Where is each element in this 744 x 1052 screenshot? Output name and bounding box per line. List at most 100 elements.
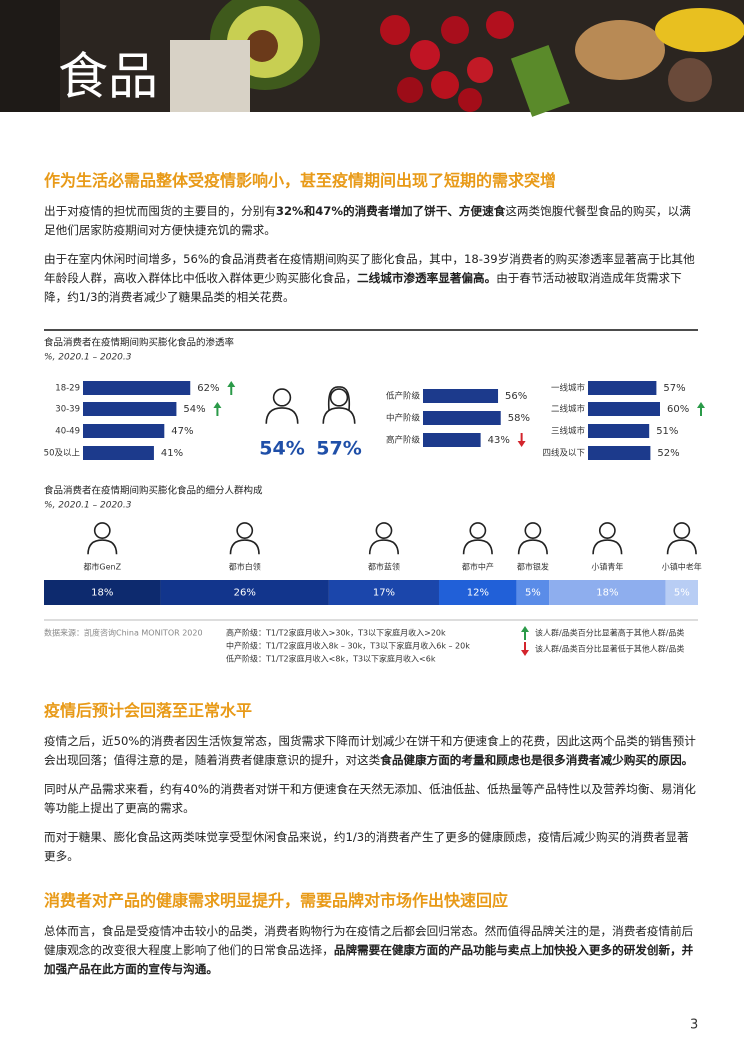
paragraph: 同时从产品需求来看，约有40%的消费者对饼干和方便速食在天然无添加、低油低盐、低… [44,780,700,818]
person-icon [87,522,118,555]
bar [423,389,499,403]
icon-head [272,388,292,407]
header-food-decoration [0,0,744,117]
bar [588,446,651,460]
bar-segment [44,580,161,605]
legend-label: 该人群/品类百分比显著低于其他人群/品类 [535,644,684,654]
category-label: 二线城市 [551,404,586,415]
icon-body [666,539,697,555]
text-run: 由于春节活动被取消造成年货需求下降，约1/3的消费者减少了糖果品类的相关花费。 [44,271,682,304]
legend-label: 该人群/品类百分比显著高于其他人群/品类 [535,628,684,638]
chart-subtitle: %, 2020.1 – 2020.3 [44,353,132,363]
bold-text: 食品健康方面的考量和顾虑也是很多消费者减少购买的原因。 [380,753,694,767]
bar [83,424,165,438]
person-icon [592,522,623,555]
trend-arrow [227,381,236,395]
income-definition: 中产阶级：T1/T2家庭月收入8k – 30k，T3以下家庭月收入6k – 20… [226,641,470,651]
bar [588,402,660,416]
paragraph: 而对于糖果、膨化食品这两类味觉享受型休闲食品来说，约1/3的消费者产生了更多的健… [44,828,700,866]
arrow-head [213,402,222,408]
paragraph: 疫情之后，近50%的消费者因生活恢复常态，囤货需求下降而计划减少在饼干和方便速食… [44,732,700,770]
text-run: 这两类饱腹代餐型食品的购买，以满足他们居家防疫期间对方便快捷充饥的需求。 [44,204,691,237]
icon-head [93,522,111,539]
section: 消费者对产品的健康需求明显提升，需要品牌对市场作出快速回应总体而言，食品是受疫情… [44,890,700,989]
value-label: 52% [657,448,679,459]
segment-label: 17% [373,588,395,599]
segment-label: 18% [91,588,113,599]
page-number: 3 [690,1018,698,1033]
trend-arrow [517,433,526,447]
value-label: 41% [161,448,183,459]
bold-text: 二线城市渗透率显著偏高。 [357,271,497,285]
bar-segment [549,580,666,605]
trend-arrow [213,402,222,416]
category-label: 都市蓝领 [368,562,400,572]
bar [588,424,650,438]
section-heading: 作为生活必需品整体受疫情影响小，甚至疫情期间出现了短期的需求突增 [44,171,557,190]
icon-head [329,388,349,407]
category-label: 小镇中老年 [662,562,702,572]
person-icon [666,522,697,555]
category-label: 四线及以下 [542,448,585,459]
icon-body [462,539,493,555]
chart-title: 食品消费者在疫情期间购买膨化食品的细分人群构成 [44,485,263,497]
bar-segment [516,580,550,605]
category-label: 30-39 [55,405,80,415]
text-run: 而对于糖果、膨化食品这两类味觉享受型休闲食品来说，约1/3的消费者产生了更多的健… [44,830,689,863]
category-label: 都市银发 [517,562,549,572]
segment-label: 5% [674,588,690,599]
category-label: 50及以上 [44,449,81,459]
income-definition: 高产阶级：T1/T2家庭月收入>30k，T3以下家庭月收入>20k [226,628,446,638]
section-heading: 疫情后预计会回落至正常水平 [44,701,253,720]
category-label: 高产阶级 [386,435,421,446]
income-definition: 低产阶级：T1/T2家庭月收入<8k，T3以下家庭月收入<6k [226,654,436,664]
icon-body [592,539,623,555]
arrow-head [697,402,705,408]
person-icon [322,386,356,424]
bar [588,381,657,395]
bar-segment [328,580,439,605]
bar-segment [438,580,517,605]
text-run: 总体而言，食品是受疫情冲击较小的品类，消费者购物行为在疫情之后都会回归常态。然而… [44,924,694,957]
person-icon [229,522,260,555]
bar-segment [665,580,698,605]
icon-head [375,522,393,539]
text-run: 疫情之后，近50%的消费者因生活恢复常态，囤货需求下降而计划减少在饼干和方便速食… [44,734,696,767]
value-label: 54% [259,438,304,460]
value-label: 58% [508,413,530,424]
header-title: 食品 [58,48,158,106]
value-label: 43% [488,435,510,446]
icon-head [524,522,542,539]
paragraph: 由于在室内休闲时间增多，56%的食品消费者在疫情期间购买了膨化食品，其中，18-… [44,250,700,307]
bold-text: 32%和47%的消费者增加了饼干、方便速食 [275,204,506,218]
chart-title: 食品消费者在疫情期间购买膨化食品的渗透率 [44,337,235,349]
value-label: 57% [316,438,361,460]
trend-arrow [521,626,529,640]
section: 疫情后预计会回落至正常水平疫情之后，近50%的消费者因生活恢复常态，囤货需求下降… [44,700,700,876]
value-label: 60% [667,404,689,415]
chart-subtitle: %, 2020.1 – 2020.3 [44,501,132,511]
paragraph: 总体而言，食品是受疫情冲击较小的品类，消费者购物行为在疫情之后都会回归常态。然而… [44,922,700,979]
text-run: 由于在室内休闲时间增多，56%的食品消费者在疫情期间购买了膨化食品，其中，18-… [44,252,695,285]
icon-body [368,539,400,555]
segment-label: 26% [234,588,256,599]
category-label: 小镇青年 [591,562,623,572]
person-icon [517,522,548,555]
category-label: 40-49 [55,427,80,437]
value-label: 54% [183,404,205,415]
bar [83,381,191,395]
section-heading: 消费者对产品的健康需求明显提升，需要品牌对市场作出快速回应 [44,891,509,910]
icon-body [322,407,356,424]
category-label: 低产阶级 [386,391,421,402]
bar [83,446,154,460]
value-label: 62% [197,383,219,394]
category-label: 中产阶级 [386,413,421,424]
icon-head [673,522,691,539]
category-label: 一线城市 [551,383,586,394]
text-run: 出于对疫情的担忧而囤货的主要目的，分别有 [44,204,276,218]
icon-body [517,539,548,555]
value-label: 56% [505,391,527,402]
arrow-head [521,626,529,632]
segment-label: 18% [596,588,618,599]
value-label: 57% [663,383,685,394]
